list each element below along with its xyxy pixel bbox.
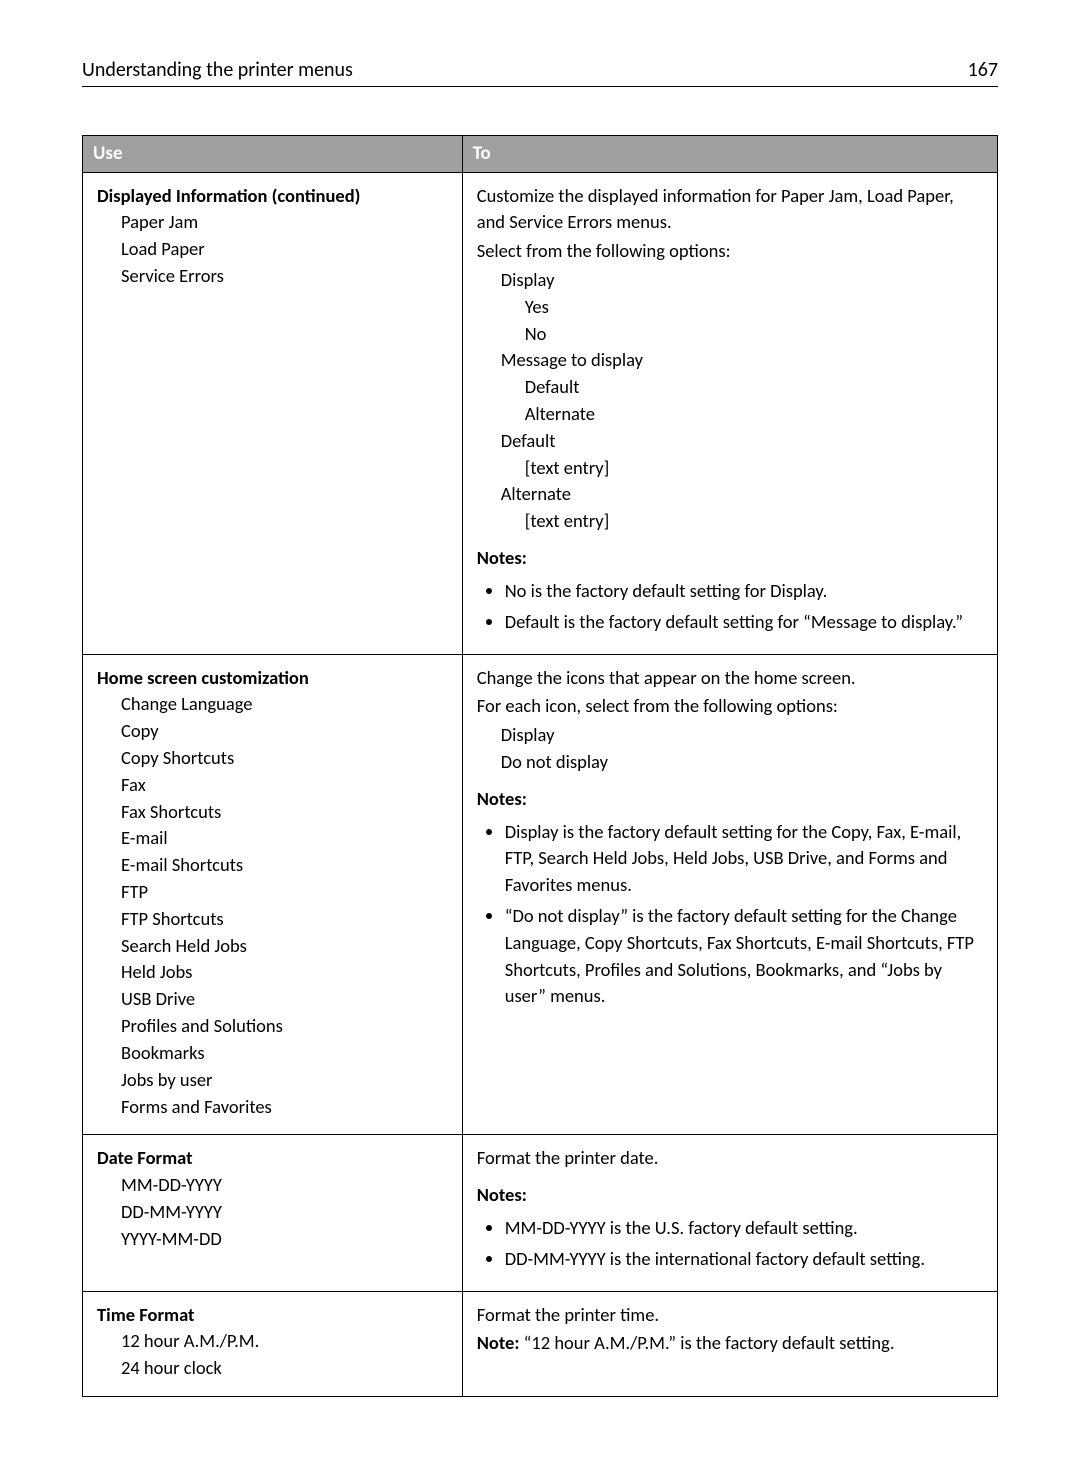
to-option: Yes bbox=[477, 294, 983, 321]
notes-list: MM-DD-YYYY is the U.S. factory default s… bbox=[477, 1215, 983, 1273]
notes-heading: Notes: bbox=[477, 1182, 983, 1209]
to-option: Alternate bbox=[477, 481, 983, 508]
document-page: Understanding the printer menus 167 Use … bbox=[0, 0, 1080, 1457]
note-item: MM-DD-YYYY is the U.S. factory default s… bbox=[505, 1215, 983, 1242]
use-item: 12 hour A.M./P.M. bbox=[97, 1328, 448, 1355]
notes-list: No is the factory default setting for Di… bbox=[477, 578, 983, 636]
use-item: Forms and Favorites bbox=[97, 1094, 448, 1121]
note-item: Display is the factory default setting f… bbox=[505, 819, 983, 899]
use-cell: Date Format MM-DD-YYYY DD-MM-YYYY YYYY-M… bbox=[83, 1135, 463, 1291]
use-item: Service Errors bbox=[97, 263, 448, 290]
note-item: Default is the factory default setting f… bbox=[505, 609, 983, 636]
note-item: No is the factory default setting for Di… bbox=[505, 578, 983, 605]
to-cell: Customize the displayed information for … bbox=[462, 172, 997, 654]
notes-list: Display is the factory default setting f… bbox=[477, 819, 983, 1011]
note-item: “Do not display” is the factory default … bbox=[505, 903, 983, 1010]
to-intro: Format the printer time. bbox=[477, 1302, 983, 1329]
table-row: Time Format 12 hour A.M./P.M. 24 hour cl… bbox=[83, 1291, 998, 1396]
to-intro: Change the icons that appear on the home… bbox=[477, 665, 983, 692]
table-row: Date Format MM-DD-YYYY DD-MM-YYYY YYYY-M… bbox=[83, 1135, 998, 1291]
use-item: MM-DD-YYYY bbox=[97, 1172, 448, 1199]
to-option: Display bbox=[477, 722, 983, 749]
section-title: Understanding the printer menus bbox=[82, 58, 353, 82]
to-option: Display bbox=[477, 267, 983, 294]
use-item: Copy bbox=[97, 718, 448, 745]
to-cell: Format the printer time. Note: “12 hour … bbox=[462, 1291, 997, 1396]
use-title: Displayed Information (continued) bbox=[97, 184, 360, 207]
note-item: DD-MM-YYYY is the international factory … bbox=[505, 1246, 983, 1273]
to-cell: Format the printer date. Notes: MM-DD-YY… bbox=[462, 1135, 997, 1291]
use-item: Jobs by user bbox=[97, 1067, 448, 1094]
table-row: Displayed Information (continued) Paper … bbox=[83, 172, 998, 654]
use-cell: Home screen customization Change Languag… bbox=[83, 654, 463, 1135]
use-item: Change Language bbox=[97, 691, 448, 718]
col-header-to: To bbox=[462, 136, 997, 173]
to-cell: Change the icons that appear on the home… bbox=[462, 654, 997, 1135]
col-header-use: Use bbox=[83, 136, 463, 173]
note-label: Note: bbox=[477, 1331, 520, 1354]
to-option: [text entry] bbox=[477, 455, 983, 482]
use-item: Copy Shortcuts bbox=[97, 745, 448, 772]
note-text: “12 hour A.M./P.M.” is the factory defau… bbox=[519, 1331, 894, 1354]
to-option: Alternate bbox=[477, 401, 983, 428]
use-item: Load Paper bbox=[97, 236, 448, 263]
use-item: FTP bbox=[97, 879, 448, 906]
use-item: USB Drive bbox=[97, 986, 448, 1013]
table-row: Home screen customization Change Languag… bbox=[83, 654, 998, 1135]
use-title: Home screen customization bbox=[97, 666, 309, 689]
use-item: E-mail Shortcuts bbox=[97, 852, 448, 879]
use-item: Paper Jam bbox=[97, 209, 448, 236]
to-option: No bbox=[477, 321, 983, 348]
table-header-row: Use To bbox=[83, 136, 998, 173]
to-option: Default bbox=[477, 428, 983, 455]
to-intro: Customize the displayed information for … bbox=[477, 183, 983, 237]
use-item: FTP Shortcuts bbox=[97, 906, 448, 933]
use-item: 24 hour clock bbox=[97, 1355, 448, 1382]
to-option: Default bbox=[477, 374, 983, 401]
use-title: Time Format bbox=[97, 1303, 194, 1326]
use-title: Date Format bbox=[97, 1146, 193, 1169]
printer-menu-table: Use To Displayed Information (continued)… bbox=[82, 135, 998, 1397]
to-option: Message to display bbox=[477, 347, 983, 374]
notes-heading: Notes: bbox=[477, 545, 983, 572]
use-item: DD-MM-YYYY bbox=[97, 1199, 448, 1226]
to-intro: Select from the following options: bbox=[477, 238, 983, 265]
use-item: Fax Shortcuts bbox=[97, 799, 448, 826]
to-option: Do not display bbox=[477, 749, 983, 776]
notes-heading: Notes: bbox=[477, 786, 983, 813]
use-item: YYYY-MM-DD bbox=[97, 1226, 448, 1253]
use-cell: Displayed Information (continued) Paper … bbox=[83, 172, 463, 654]
to-intro: For each icon, select from the following… bbox=[477, 693, 983, 720]
use-item: Held Jobs bbox=[97, 959, 448, 986]
use-item: Search Held Jobs bbox=[97, 933, 448, 960]
note-inline: Note: “12 hour A.M./P.M.” is the factory… bbox=[477, 1330, 983, 1357]
running-header: Understanding the printer menus 167 bbox=[82, 58, 998, 87]
use-item: Fax bbox=[97, 772, 448, 799]
use-item: E-mail bbox=[97, 825, 448, 852]
to-intro: Format the printer date. bbox=[477, 1145, 983, 1172]
use-cell: Time Format 12 hour A.M./P.M. 24 hour cl… bbox=[83, 1291, 463, 1396]
to-option: [text entry] bbox=[477, 508, 983, 535]
use-item: Profiles and Solutions bbox=[97, 1013, 448, 1040]
page-number: 167 bbox=[968, 58, 998, 82]
use-item: Bookmarks bbox=[97, 1040, 448, 1067]
